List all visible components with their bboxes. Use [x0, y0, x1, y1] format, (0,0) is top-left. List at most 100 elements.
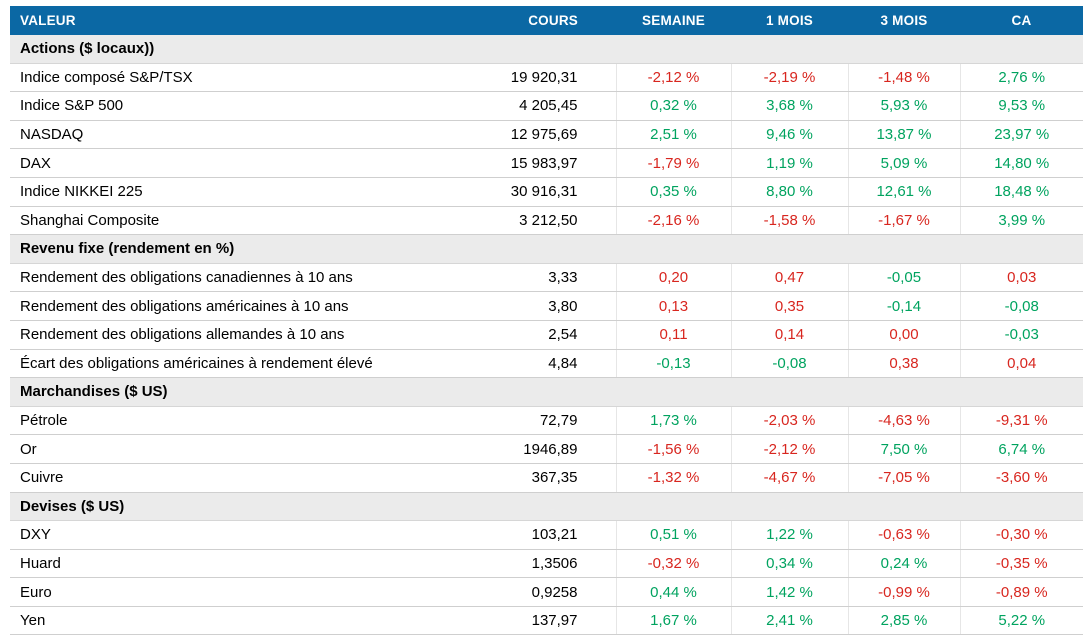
- section-row: Devises ($ US): [10, 492, 1083, 522]
- cell-semaine: -1,79 %: [615, 148, 731, 178]
- cell-semaine: 1,73 %: [615, 406, 731, 436]
- column-header-valeur: VALEUR: [10, 6, 450, 35]
- cell-3mois: -0,14: [847, 291, 960, 321]
- cell-semaine: 0,51 %: [615, 520, 731, 550]
- section-row: Marchandises ($ US): [10, 377, 1083, 407]
- cell-cours: 72,79: [450, 406, 617, 436]
- cell-3mois: 5,09 %: [847, 148, 960, 178]
- cell-ca: -0,30 %: [959, 520, 1083, 550]
- cell-semaine: 0,44 %: [615, 577, 731, 607]
- section-title: Marchandises ($ US): [10, 377, 1083, 407]
- cell-cours: 19 920,31: [450, 63, 617, 93]
- cell-valeur: DXY: [10, 520, 450, 550]
- column-header-cours: COURS: [450, 6, 616, 35]
- cell-3mois: 0,00: [847, 320, 960, 350]
- cell-1mois: -1,58 %: [730, 206, 848, 236]
- cell-cours: 30 916,31: [450, 177, 617, 207]
- cell-valeur: DAX: [10, 148, 450, 178]
- cell-cours: 2,54: [450, 320, 617, 350]
- table-row: Shanghai Composite 3 212,50 -2,16 % -1,58 %…: [10, 206, 1083, 236]
- cell-semaine: 0,20: [615, 263, 731, 293]
- cell-1mois: 1,42 %: [730, 577, 848, 607]
- cell-valeur: Huard: [10, 549, 450, 579]
- cell-semaine: -0,13: [615, 349, 731, 379]
- table-row: Rendement des obligations allemandes à 1…: [10, 320, 1083, 350]
- cell-1mois: 8,80 %: [730, 177, 848, 207]
- cell-semaine: -2,16 %: [615, 206, 731, 236]
- cell-1mois: 0,34 %: [730, 549, 848, 579]
- cell-1mois: 1,19 %: [730, 148, 848, 178]
- cell-3mois: -4,63 %: [847, 406, 960, 436]
- cell-valeur: Indice S&P 500: [10, 91, 450, 121]
- cell-cours: 1,3506: [450, 549, 617, 579]
- cell-1mois: 2,41 %: [730, 606, 848, 636]
- cell-ca: -3,60 %: [959, 463, 1083, 493]
- table-row: Huard 1,3506 -0,32 % 0,34 % 0,24 % -0,35 %: [10, 549, 1083, 579]
- cell-semaine: 2,51 %: [615, 120, 731, 150]
- section-title: Revenu fixe (rendement en %): [10, 234, 1083, 264]
- cell-valeur: Cuivre: [10, 463, 450, 493]
- cell-cours: 1946,89: [450, 434, 617, 464]
- market-summary-table-container: VALEUR COURS SEMAINE 1 MOIS 3 MOIS CA Ac…: [10, 6, 1083, 636]
- table-row: Pétrole 72,79 1,73 % -2,03 % -4,63 % -9,31 %: [10, 406, 1083, 436]
- cell-cours: 4 205,45: [450, 91, 617, 121]
- cell-ca: 23,97 %: [959, 120, 1083, 150]
- table-row: Indice NIKKEI 225 30 916,31 0,35 % 8,80 % 12…: [10, 177, 1083, 207]
- table-row: DXY 103,21 0,51 % 1,22 % -0,63 % -0,30 %: [10, 520, 1083, 550]
- section-title: Actions ($ locaux)): [10, 35, 1083, 64]
- cell-valeur: Rendement des obligations canadiennes à …: [10, 263, 450, 293]
- cell-3mois: -1,67 %: [847, 206, 960, 236]
- cell-3mois: -1,48 %: [847, 63, 960, 93]
- cell-cours: 103,21: [450, 520, 617, 550]
- section-row: Actions ($ locaux)): [10, 35, 1083, 64]
- cell-ca: 18,48 %: [959, 177, 1083, 207]
- cell-ca: 0,03: [959, 263, 1083, 293]
- cell-cours: 3,33: [450, 263, 617, 293]
- cell-3mois: 7,50 %: [847, 434, 960, 464]
- cell-cours: 137,97: [450, 606, 617, 636]
- market-summary-table: VALEUR COURS SEMAINE 1 MOIS 3 MOIS CA Ac…: [10, 6, 1083, 636]
- cell-1mois: -4,67 %: [730, 463, 848, 493]
- cell-cours: 3 212,50: [450, 206, 617, 236]
- cell-semaine: 0,13: [615, 291, 731, 321]
- cell-ca: 3,99 %: [959, 206, 1083, 236]
- table-row: Indice composé S&P/TSX 19 920,31 -2,12 % -2…: [10, 63, 1083, 93]
- cell-3mois: -0,05: [847, 263, 960, 293]
- table-row: DAX 15 983,97 -1,79 % 1,19 % 5,09 % 14,80 %: [10, 148, 1083, 178]
- table-header: VALEUR COURS SEMAINE 1 MOIS 3 MOIS CA: [10, 6, 1083, 35]
- cell-1mois: -2,12 %: [730, 434, 848, 464]
- cell-valeur: Écart des obligations américaines à rend…: [10, 349, 450, 379]
- section-title: Devises ($ US): [10, 492, 1083, 522]
- cell-valeur: Euro: [10, 577, 450, 607]
- cell-3mois: 13,87 %: [847, 120, 960, 150]
- column-header-1mois: 1 MOIS: [731, 6, 848, 35]
- cell-1mois: 0,14: [730, 320, 848, 350]
- cell-ca: 0,04: [959, 349, 1083, 379]
- table-body: Actions ($ locaux)) Indice composé S&P/TS…: [10, 35, 1083, 636]
- cell-1mois: 0,35: [730, 291, 848, 321]
- cell-3mois: 0,38: [847, 349, 960, 379]
- cell-ca: 14,80 %: [959, 148, 1083, 178]
- cell-valeur: Pétrole: [10, 406, 450, 436]
- table-row: Rendement des obligations américaines à …: [10, 291, 1083, 321]
- cell-semaine: 1,67 %: [615, 606, 731, 636]
- cell-ca: -0,08: [959, 291, 1083, 321]
- cell-3mois: 0,24 %: [847, 549, 960, 579]
- cell-semaine: -1,56 %: [615, 434, 731, 464]
- cell-ca: 2,76 %: [959, 63, 1083, 93]
- section-row: Revenu fixe (rendement en %): [10, 234, 1083, 264]
- table-row: NASDAQ 12 975,69 2,51 % 9,46 % 13,87 % 23,97 …: [10, 120, 1083, 150]
- header-row: VALEUR COURS SEMAINE 1 MOIS 3 MOIS CA: [10, 6, 1083, 35]
- cell-ca: 9,53 %: [959, 91, 1083, 121]
- cell-valeur: NASDAQ: [10, 120, 450, 150]
- cell-valeur: Yen: [10, 606, 450, 636]
- cell-1mois: 0,47: [730, 263, 848, 293]
- cell-1mois: -2,19 %: [730, 63, 848, 93]
- cell-semaine: 0,35 %: [615, 177, 731, 207]
- cell-cours: 0,9258: [450, 577, 617, 607]
- cell-1mois: 3,68 %: [730, 91, 848, 121]
- table-row: Yen 137,97 1,67 % 2,41 % 2,85 % 5,22 %: [10, 606, 1083, 636]
- cell-semaine: 0,32 %: [615, 91, 731, 121]
- column-header-semaine: SEMAINE: [616, 6, 731, 35]
- column-header-3mois: 3 MOIS: [848, 6, 960, 35]
